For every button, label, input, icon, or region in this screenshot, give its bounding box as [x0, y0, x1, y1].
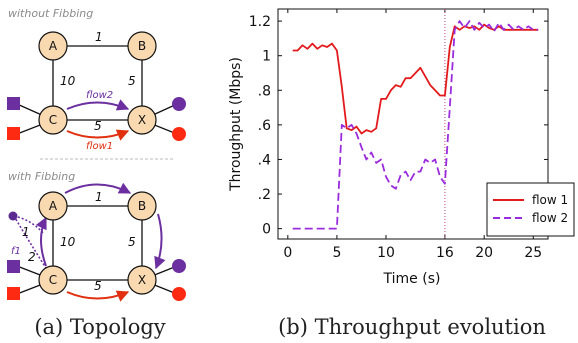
- dest-host-purple: [172, 259, 186, 273]
- bottom-diagram-label: with Fibbing: [8, 170, 75, 183]
- router-c: [38, 105, 68, 135]
- source-host-purple: [7, 97, 20, 110]
- legend: flow 1 flow 2: [486, 182, 575, 237]
- weight-a-c: 10: [60, 74, 76, 88]
- weight-b-x: 5: [128, 235, 136, 249]
- y-tick-label: .6: [258, 118, 271, 134]
- legend-label-flow1: flow 1: [532, 193, 568, 207]
- router-a: [38, 31, 68, 61]
- x-tick-label: 16: [436, 245, 454, 261]
- router-b: [127, 31, 157, 61]
- y-axis-ticks: 0 .2 .4 .6 .8 1 1.2: [249, 14, 548, 238]
- flow1-arrow: [66, 290, 130, 302]
- series-line-flow2: [292, 20, 539, 230]
- router-x-label: X: [138, 273, 146, 287]
- flow2-label: flow2: [86, 90, 113, 101]
- y-tick-label: 1: [262, 49, 271, 65]
- dest-host-red: [172, 127, 186, 141]
- weight-a-b: 1: [95, 190, 103, 204]
- dest-host-red: [172, 287, 186, 301]
- router-c-label: C: [49, 113, 57, 127]
- legend-label-flow2: flow 2: [532, 211, 568, 225]
- router-x-label: X: [138, 113, 146, 127]
- x-tick-label: 25: [524, 245, 542, 261]
- topology-caption: (a) Topology: [34, 315, 165, 339]
- weight-a-c: 10: [60, 235, 76, 249]
- weight-c-x: 5: [94, 279, 102, 293]
- router-a: [38, 191, 68, 221]
- fake-link-to-c: [13, 215, 47, 269]
- y-tick-label: .2: [258, 187, 271, 203]
- bottom-diagram: 1 2 f1 1 10 5 5 A B C X: [7, 182, 186, 302]
- router-b-label: B: [138, 39, 146, 53]
- series-lines: [292, 20, 539, 230]
- y-tick-label: 1.2: [249, 14, 271, 30]
- y-axis-label: Throughput (Mbps): [228, 57, 244, 192]
- x-tick-label: 10: [377, 245, 395, 261]
- flow2-arrow-b-x: [154, 213, 166, 270]
- x-axis-ticks: 0 5 10 16 20 25: [283, 9, 542, 261]
- top-diagram: 1 10 5 5 flow2 flow1 A B C X: [7, 30, 186, 152]
- source-host-red: [7, 287, 20, 300]
- router-x: [127, 105, 157, 135]
- chart-caption: (b) Throughput evolution: [278, 315, 546, 339]
- x-axis-label: Time (s): [383, 271, 441, 287]
- fake-weight-2: 2: [28, 250, 36, 264]
- series-line-flow1: [292, 23, 539, 135]
- dest-host-purple: [172, 97, 186, 111]
- legend-box: [486, 182, 575, 237]
- router-a-label: A: [49, 39, 58, 53]
- y-tick-label: .8: [258, 83, 271, 99]
- router-x: [127, 265, 157, 295]
- router-b-label: B: [138, 199, 146, 213]
- x-tick-label: 20: [475, 245, 493, 261]
- x-tick-label: 5: [332, 245, 341, 261]
- weight-b-x: 5: [128, 74, 136, 88]
- router-b: [127, 191, 157, 221]
- y-tick-label: .4: [258, 152, 271, 168]
- router-c: [38, 265, 68, 295]
- fake-node: [8, 211, 18, 221]
- x-tick-label: 0: [283, 245, 292, 261]
- fake-weight-1: 1: [22, 225, 30, 239]
- flow1-label: flow1: [86, 141, 113, 152]
- fake-node-label: f1: [11, 246, 21, 257]
- plot-frame: [277, 8, 549, 240]
- flow1-arrow: [66, 129, 130, 141]
- throughput-chart: 0 5 10 16 20 25 0 .2 .4 .6 .8 1 1.2 Time (s) Throug…: [228, 8, 575, 339]
- weight-a-b: 1: [95, 30, 103, 44]
- top-diagram-label: without Fibbing: [8, 7, 93, 20]
- flow2-arrow: [66, 99, 130, 111]
- source-host-purple: [7, 260, 20, 273]
- weight-c-x: 5: [94, 119, 102, 133]
- topology-panel: without Fibbing 1 10 5 5 flow2 flow1: [7, 7, 186, 339]
- flow2-arrow-c-a: [35, 216, 47, 267]
- router-c-label: C: [49, 273, 57, 287]
- router-a-label: A: [49, 199, 58, 213]
- source-host-red: [7, 127, 20, 140]
- flow2-arrow-a-b: [64, 182, 132, 194]
- y-tick-label: 0: [262, 222, 271, 238]
